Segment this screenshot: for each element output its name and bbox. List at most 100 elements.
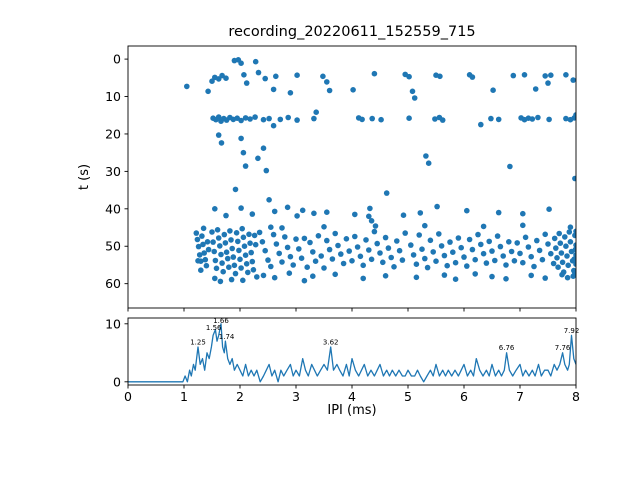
scatter-point [199, 233, 205, 239]
scatter-point [464, 263, 470, 269]
scatter-point [324, 209, 330, 215]
scatter-point [215, 114, 222, 120]
scatter-point [433, 258, 439, 265]
scatter-point [542, 275, 548, 281]
scatter-point [238, 265, 244, 271]
scatter-point [224, 255, 231, 262]
scatter-point [369, 115, 376, 122]
scatter-point [240, 277, 246, 284]
scatter-point [252, 241, 259, 248]
scatter-point [217, 243, 223, 249]
scatter-point [458, 244, 465, 251]
scatter-point [514, 240, 520, 246]
scatter-point [441, 252, 448, 259]
scatter-point [286, 270, 293, 277]
scatter-point [400, 212, 407, 218]
scatter-point [366, 213, 372, 220]
scatter-point [427, 237, 434, 244]
x-tick-label: 3 [292, 389, 300, 404]
scatter-point [545, 80, 551, 86]
scatter-point [215, 132, 222, 138]
scatter-point [546, 206, 552, 212]
scatter-point [251, 232, 258, 239]
scatter-point [329, 256, 336, 262]
scatter-axis-ticks: 0 10 20 30 40 50 60 [105, 52, 577, 312]
scatter-point [529, 116, 536, 122]
scatter-point [238, 60, 244, 66]
scatter-point [210, 239, 216, 245]
scatter-point [536, 247, 543, 254]
scatter-point [430, 249, 437, 255]
scatter-point [324, 79, 330, 85]
scatter-point [268, 263, 274, 270]
peak-label: 1.25 [190, 338, 206, 346]
scatter-point [424, 264, 431, 271]
scatter-point [262, 247, 269, 254]
scatter-point [378, 116, 384, 123]
scatter-point [572, 246, 576, 253]
scatter-point [438, 243, 445, 249]
scatter-point [279, 259, 285, 265]
scatter-point [419, 246, 425, 252]
scatter-point [266, 115, 272, 122]
scatter-point [447, 239, 453, 245]
scatter-point [564, 253, 570, 259]
scatter-point [294, 213, 300, 219]
scatter-point [382, 234, 389, 241]
scatter-point [218, 251, 224, 258]
scatter-point [437, 73, 443, 80]
scatter-point [570, 77, 576, 83]
scatter-point [252, 58, 259, 65]
scatter-point [382, 273, 389, 279]
scatter-point [372, 223, 379, 229]
scatter-point [490, 87, 496, 93]
scatter-point [312, 258, 319, 265]
y-tick-label: 10 [105, 316, 121, 331]
scatter-point [260, 272, 267, 279]
scatter-point [343, 236, 350, 242]
scatter-point [227, 228, 233, 234]
scatter-point [466, 236, 473, 243]
scatter-point [469, 246, 476, 253]
scatter-point [441, 272, 448, 278]
scatter-point [249, 258, 256, 265]
scatter-point [450, 249, 456, 255]
scatter-point [557, 240, 564, 246]
scatter-point [500, 253, 507, 259]
scatter-point [469, 74, 476, 80]
scatter-point [237, 256, 243, 263]
x-tick-label: 7 [516, 389, 524, 404]
scatter-point [510, 72, 517, 79]
scatter-point [567, 239, 574, 245]
scatter-point [212, 206, 218, 212]
scatter-point [277, 116, 284, 123]
scatter-point [260, 116, 267, 123]
scatter-point [214, 227, 221, 233]
y-tick-label: 40 [105, 201, 121, 216]
scatter-point [559, 259, 566, 266]
scatter-point [349, 258, 355, 264]
scatter-point [298, 255, 305, 261]
scatter-point [472, 256, 479, 263]
scatter-point [550, 260, 557, 267]
scatter-point [184, 83, 190, 90]
scatter-point [276, 250, 283, 257]
scatter-point [223, 75, 229, 81]
scatter-point [475, 231, 481, 238]
scatter-point [217, 278, 224, 285]
scatter-point [202, 256, 209, 263]
scatter-point [408, 242, 414, 248]
scatter-point [195, 243, 202, 250]
scatter-point [238, 135, 244, 142]
scatter-point [360, 275, 367, 282]
scatter-point [556, 230, 562, 237]
scatter-point [233, 230, 240, 236]
scatter-point [246, 231, 252, 238]
y-axis-label: t (s) [77, 164, 92, 190]
histogram-axes-frame [127, 317, 577, 386]
scatter-point [413, 261, 420, 268]
scatter-point [270, 122, 277, 129]
scatter-point [520, 222, 526, 229]
scatter-point [271, 208, 278, 215]
scatter-point [525, 244, 532, 250]
